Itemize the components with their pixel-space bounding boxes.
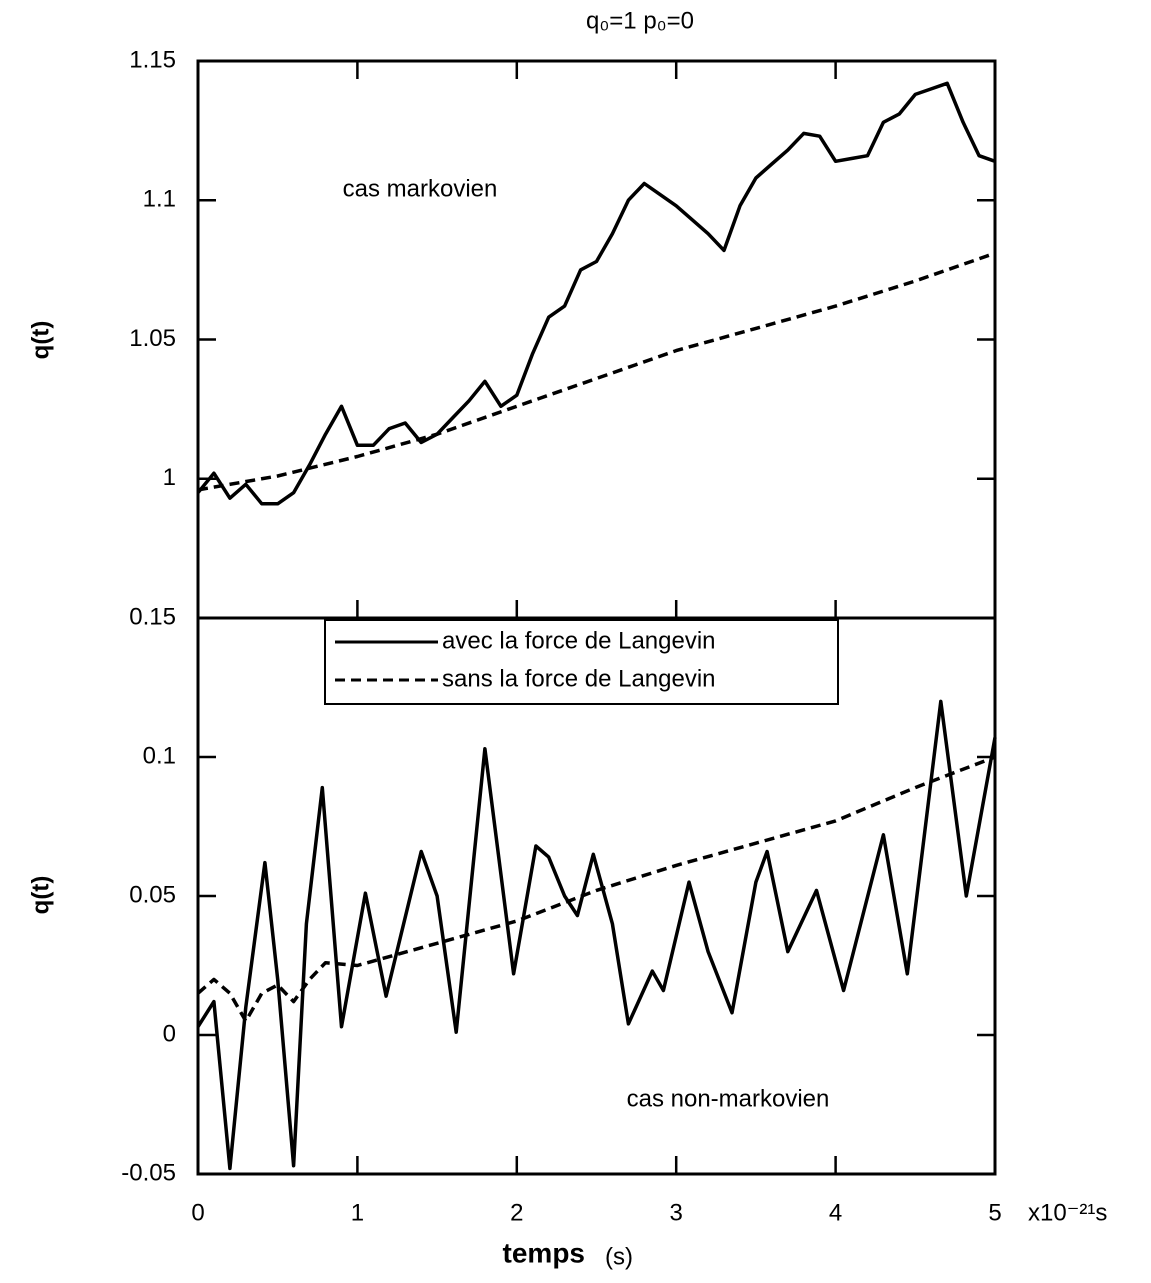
chart-title: q₀=1 p₀=0 <box>586 7 694 34</box>
x-tick-label: 2 <box>510 1199 523 1226</box>
x-tick-label: 4 <box>829 1199 842 1226</box>
legend-label: avec la force de Langevin <box>442 627 716 654</box>
y-tick-label: 1.15 <box>129 46 176 73</box>
x-scale-note: x10⁻²¹s <box>1028 1199 1107 1226</box>
y-tick-label: 1.05 <box>129 325 176 352</box>
data-line <box>196 81 996 506</box>
x-axis-unit: (s) <box>605 1243 633 1270</box>
y-tick-label: 1 <box>163 464 176 491</box>
x-tick-label: 0 <box>191 1199 204 1226</box>
x-tick-label: 5 <box>988 1199 1001 1226</box>
plot-frame <box>196 59 997 620</box>
y-tick-label: 0.15 <box>129 603 176 630</box>
data-line <box>196 699 997 1171</box>
legend-label: sans la force de Langevin <box>442 665 716 692</box>
y-tick-label: 0 <box>163 1020 176 1047</box>
x-axis-label: temps <box>503 1237 585 1268</box>
data-line <box>197 251 996 492</box>
y-tick-label: 0.1 <box>143 742 176 769</box>
y-tick-label: 1.1 <box>143 186 176 213</box>
legend-box <box>324 619 839 705</box>
y-axis-label: q(t) <box>27 876 54 915</box>
y-tick-label: -0.05 <box>121 1159 176 1186</box>
x-tick-label: 3 <box>670 1199 683 1226</box>
data-line <box>196 755 996 1023</box>
x-tick-label: 1 <box>351 1199 364 1226</box>
y-tick-label: 0.05 <box>129 881 176 908</box>
annotation: cas markovien <box>343 175 498 202</box>
annotation: cas non-markovien <box>627 1085 830 1112</box>
y-axis-label: q(t) <box>27 321 54 360</box>
